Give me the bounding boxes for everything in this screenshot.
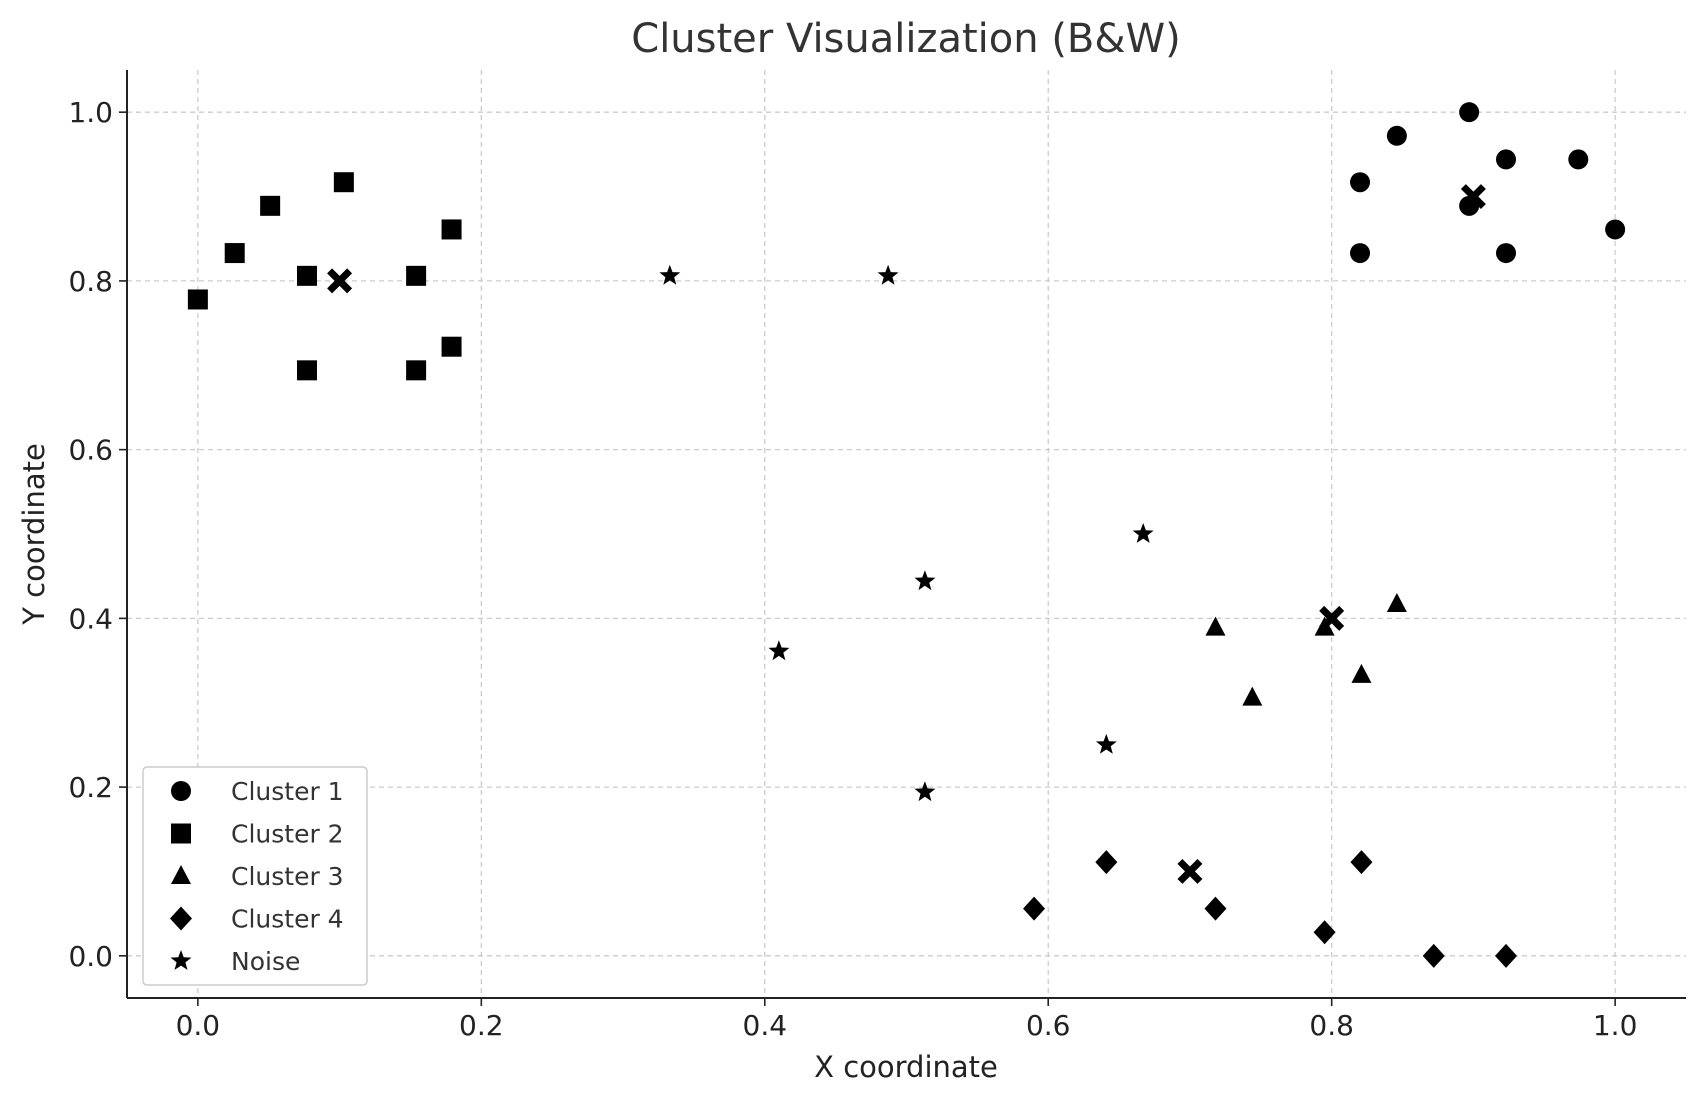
data-point	[1422, 943, 1445, 968]
data-point	[1386, 125, 1407, 146]
data-point	[1095, 733, 1117, 754]
data-point	[1350, 172, 1371, 193]
data-point	[441, 219, 462, 240]
y-tick-label: 0.4	[68, 602, 113, 635]
data-point	[1496, 149, 1517, 170]
data-point	[768, 640, 790, 661]
y-tick-label: 1.0	[68, 96, 113, 129]
data-point	[187, 289, 208, 310]
data-point	[333, 172, 354, 193]
data-point	[914, 781, 936, 802]
data-point	[441, 336, 462, 357]
series-cluster-3	[1205, 593, 1407, 706]
legend-label: Cluster 3	[231, 862, 344, 891]
data-point	[1132, 523, 1154, 543]
data-point	[1023, 896, 1046, 921]
legend-marker	[170, 950, 192, 970]
y-tick-label: 0.6	[68, 434, 113, 467]
data-point	[877, 264, 899, 285]
axes	[126, 70, 1686, 999]
x-tick-label: 0.4	[743, 1009, 788, 1042]
centroids	[327, 184, 1486, 884]
x-tick-label: 0.2	[459, 1009, 504, 1042]
data-point	[224, 243, 245, 264]
ticks: 0.0 0.2 0.4 0.6 0.8 1.0 0.0 0.2 0.4 0.6 0.8 1.0	[68, 96, 1637, 1042]
centroid-marker	[1319, 605, 1345, 631]
data-point	[1095, 850, 1118, 875]
data-point	[1495, 943, 1518, 968]
y-tick-label: 0.2	[68, 771, 113, 804]
data-point	[1386, 593, 1407, 613]
data-points	[187, 102, 1626, 968]
centroid-marker	[1460, 184, 1486, 210]
legend-label: Noise	[231, 947, 300, 976]
data-point	[296, 265, 317, 286]
data-point	[1459, 102, 1480, 123]
data-point	[406, 265, 427, 286]
y-tick-label: 0.0	[68, 940, 113, 973]
centroid-marker	[327, 268, 353, 294]
x-tick-label: 0.8	[1309, 1009, 1354, 1042]
series-cluster-2	[187, 172, 462, 381]
data-point	[659, 264, 681, 285]
data-point	[1350, 243, 1371, 264]
data-point	[1496, 243, 1517, 264]
data-point	[260, 195, 281, 216]
data-point	[1605, 219, 1626, 240]
legend-label: Cluster 4	[231, 905, 344, 934]
y-axis-label: Y coordinate	[17, 443, 51, 626]
x-axis-label: X coordinate	[814, 1050, 998, 1084]
chart-title: Cluster Visualization (B&W)	[631, 16, 1180, 62]
data-point	[406, 360, 427, 381]
legend-box	[142, 766, 368, 986]
series-cluster-1	[1350, 102, 1626, 264]
legend-marker	[171, 865, 191, 884]
x-tick-label: 0.6	[1026, 1009, 1071, 1042]
y-tick-label: 0.8	[68, 265, 113, 298]
data-point	[1351, 663, 1372, 683]
data-point	[1350, 850, 1373, 875]
legend-marker	[170, 906, 192, 931]
data-point	[1568, 149, 1589, 170]
series-noise	[659, 264, 1154, 802]
legend-label: Cluster 1	[231, 777, 344, 806]
legend-label: Cluster 2	[231, 820, 344, 849]
data-point	[914, 570, 936, 591]
legend: Cluster 1 Cluster 2 Cluster 3 Cluster 4 Nois…	[142, 766, 368, 986]
data-point	[1242, 686, 1263, 706]
centroid-marker	[1177, 858, 1203, 884]
series-cluster-4	[1023, 850, 1518, 968]
data-point	[1204, 896, 1227, 921]
x-tick-label: 0.0	[176, 1009, 221, 1042]
legend-marker	[171, 781, 191, 801]
data-point	[296, 360, 317, 381]
x-tick-label: 1.0	[1593, 1009, 1638, 1042]
data-point	[1205, 616, 1226, 636]
legend-marker	[171, 823, 191, 844]
data-point	[1313, 920, 1336, 945]
